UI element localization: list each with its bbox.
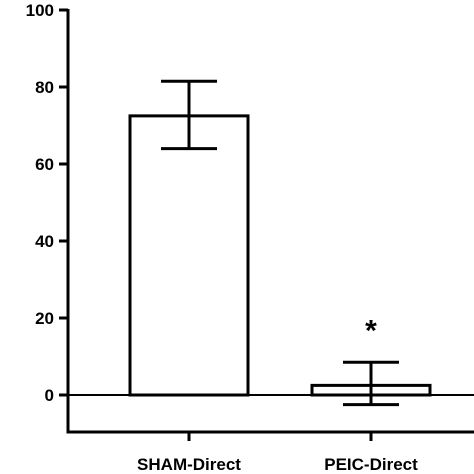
y-tick-label: 80	[35, 78, 54, 97]
y-tick-label: 40	[35, 232, 54, 251]
error-bars	[161, 79, 399, 407]
bar	[128, 114, 250, 397]
annotations: *	[365, 314, 377, 347]
y-tick-label: 0	[45, 386, 54, 405]
y-tick-label: 100	[26, 1, 54, 20]
x-tick-label: PEIC-Direct	[324, 455, 418, 474]
bars	[128, 114, 432, 397]
x-axis: SHAM-Direct PEIC-Direct	[66, 394, 474, 474]
y-tick-label: 60	[35, 155, 54, 174]
x-tick-label: SHAM-Direct	[137, 455, 241, 474]
y-tick-label: 20	[35, 309, 54, 328]
significance-marker: *	[365, 314, 377, 347]
y-axis: 0 20 40 60 80 100	[26, 1, 70, 434]
